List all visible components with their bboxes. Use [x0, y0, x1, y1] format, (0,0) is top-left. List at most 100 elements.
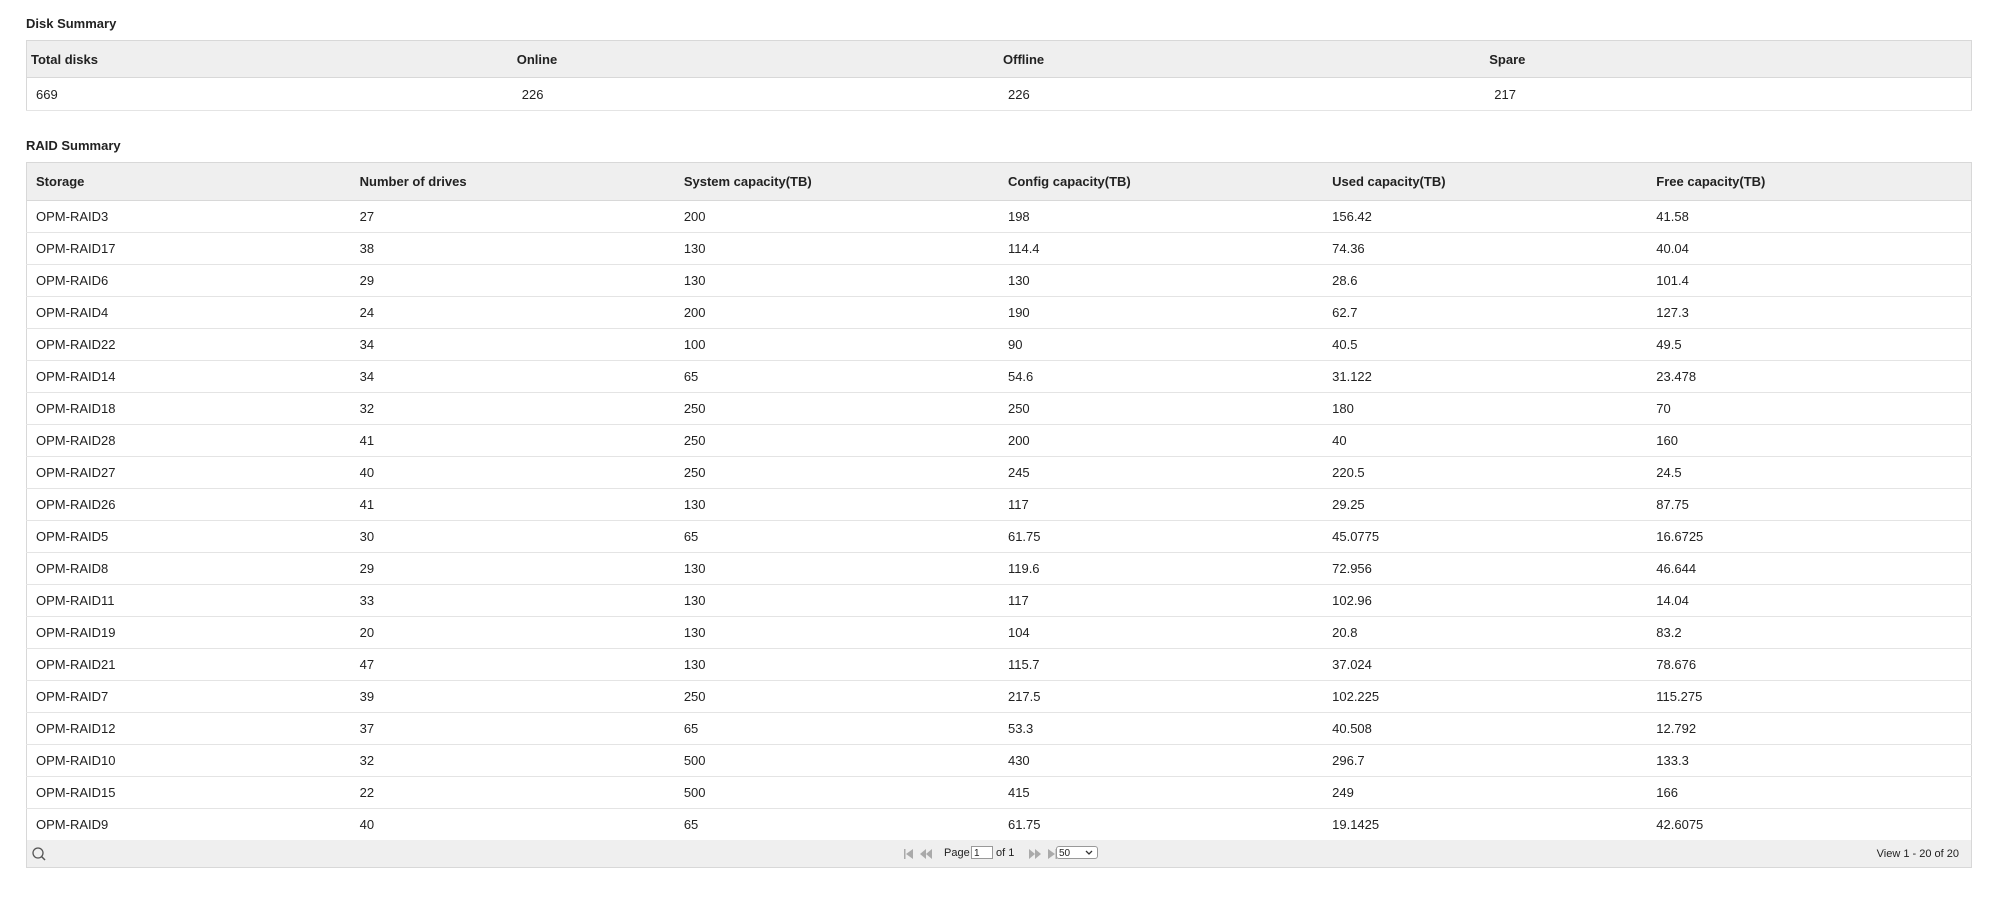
- disk-summary-title: Disk Summary: [26, 16, 117, 31]
- cell: 61.75: [998, 808, 1324, 841]
- cell: 41: [350, 488, 675, 521]
- row: OPM-RAID7 39 250 217.5 102.225 115.275: [26, 680, 1972, 713]
- cell: 27: [350, 200, 675, 233]
- column-header: System capacity(TB): [674, 162, 999, 201]
- row: OPM-RAID4 24 200 190 62.7 127.3: [26, 296, 1972, 329]
- cell: 119.6: [998, 552, 1324, 585]
- cell: OPM-RAID6: [26, 264, 351, 297]
- cell: 200: [674, 296, 999, 329]
- table-footer: Page 1 of 1 50 View 1 - 20 of 20: [26, 840, 1972, 868]
- cell: 39: [350, 680, 675, 713]
- cell: OPM-RAID4: [26, 296, 351, 329]
- cell: 29: [350, 264, 675, 297]
- cell: 430: [998, 744, 1324, 777]
- cell: OPM-RAID11: [26, 584, 351, 617]
- cell: 100: [674, 328, 999, 361]
- cell: 104: [998, 616, 1324, 649]
- page-input[interactable]: 1: [971, 846, 993, 859]
- cell: 65: [674, 808, 999, 841]
- cell: 31.122: [1323, 360, 1648, 393]
- row: OPM-RAID12 37 65 53.3 40.508 12.792: [26, 712, 1972, 745]
- row: OPM-RAID17 38 130 114.4 74.36 40.04: [26, 232, 1972, 265]
- next-last-buttons[interactable]: [1022, 848, 1058, 860]
- page-label: Page: [944, 847, 970, 859]
- cell: 500: [674, 776, 999, 809]
- cell: 38: [350, 232, 675, 265]
- first-prev-buttons[interactable]: [903, 848, 939, 860]
- cell: 40.508: [1323, 712, 1648, 745]
- cell: 130: [674, 232, 999, 265]
- cell: 130: [674, 264, 999, 297]
- cell: 133.3: [1647, 744, 1972, 777]
- cell: 250: [674, 424, 999, 457]
- cell: 130: [674, 616, 999, 649]
- cell: 102.96: [1323, 584, 1648, 617]
- cell: OPM-RAID15: [26, 776, 351, 809]
- cell: OPM-RAID9: [26, 808, 351, 841]
- column-header: Offline: [999, 40, 1486, 78]
- page-of: of 1: [996, 847, 1015, 859]
- cell: 37: [350, 712, 675, 745]
- cell: 166: [1647, 776, 1972, 809]
- cell: 500: [674, 744, 999, 777]
- column-header: Total disks: [26, 40, 513, 78]
- cell: OPM-RAID3: [26, 200, 351, 233]
- cell: 217.5: [998, 680, 1324, 713]
- cell: 190: [998, 296, 1324, 329]
- page-size: 50: [1059, 848, 1071, 859]
- cell: 217: [1485, 77, 1972, 111]
- cell: 34: [350, 360, 675, 393]
- cell: 29: [350, 552, 675, 585]
- cell: OPM-RAID7: [26, 680, 351, 713]
- cell: 40.5: [1323, 328, 1648, 361]
- row: OPM-RAID10 32 500 430 296.7 133.3: [26, 744, 1972, 777]
- cell: 32: [350, 744, 675, 777]
- row: OPM-RAID3 27 200 198 156.42 41.58: [26, 200, 1972, 233]
- cell: 30: [350, 520, 675, 553]
- cell: 226: [999, 77, 1486, 111]
- cell: 200: [674, 200, 999, 233]
- cell: 250: [674, 456, 999, 489]
- view-count: View 1 - 20 of 20: [1876, 848, 1959, 860]
- cell: 40.04: [1647, 232, 1972, 265]
- cell: 296.7: [1323, 744, 1648, 777]
- cell: 102.225: [1323, 680, 1648, 713]
- cell: 220.5: [1323, 456, 1648, 489]
- row: OPM-RAID22 34 100 90 40.5 49.5: [26, 328, 1972, 361]
- cell: 250: [674, 680, 999, 713]
- cell: 200: [998, 424, 1324, 457]
- column-header: Used capacity(TB): [1323, 162, 1648, 201]
- cell: 40: [350, 808, 675, 841]
- cell: 32: [350, 392, 675, 425]
- cell: OPM-RAID8: [26, 552, 351, 585]
- cell: OPM-RAID5: [26, 520, 351, 553]
- page-size-select[interactable]: 50: [1056, 846, 1098, 859]
- cell: 114.4: [998, 232, 1324, 265]
- cell: 33: [350, 584, 675, 617]
- search-icon[interactable]: [31, 846, 47, 862]
- column-header: Storage: [26, 162, 351, 201]
- cell: 65: [674, 712, 999, 745]
- cell: 37.024: [1323, 648, 1648, 681]
- dropdown-arrow: [1085, 850, 1093, 855]
- column-header: Online: [512, 40, 999, 78]
- cell: OPM-RAID19: [26, 616, 351, 649]
- cell: 45.0775: [1323, 520, 1648, 553]
- cell: 198: [998, 200, 1324, 233]
- cell: 74.36: [1323, 232, 1648, 265]
- cell: 180: [1323, 392, 1648, 425]
- cell: OPM-RAID12: [26, 712, 351, 745]
- cell: 249: [1323, 776, 1648, 809]
- cell: 40: [350, 456, 675, 489]
- cell: 130: [674, 488, 999, 521]
- cell: 245: [998, 456, 1324, 489]
- row: OPM-RAID14 34 65 54.6 31.122 23.478: [26, 360, 1972, 393]
- row: OPM-RAID21 47 130 115.7 37.024 78.676: [26, 648, 1972, 681]
- cell: 42.6075: [1647, 808, 1972, 841]
- cell: 83.2: [1647, 616, 1972, 649]
- row: OPM-RAID11 33 130 117 102.96 14.04: [26, 584, 1972, 617]
- cell: OPM-RAID22: [26, 328, 351, 361]
- cell: 40: [1323, 424, 1648, 457]
- cell: 22: [350, 776, 675, 809]
